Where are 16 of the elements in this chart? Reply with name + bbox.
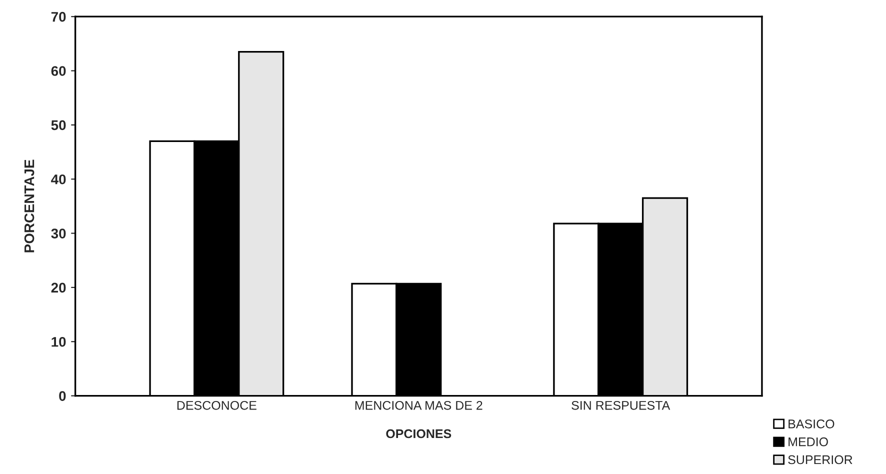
x-tick-label: DESCONOCE <box>177 400 256 410</box>
x-axis-title: OPCIONES <box>386 429 452 438</box>
y-tick-label: 20 <box>51 282 66 293</box>
y-tick-label: 60 <box>51 66 66 76</box>
y-axis-title: PORCENTAJE <box>24 160 34 252</box>
legend-label: SUPERIOR <box>788 455 852 464</box>
x-tick-label: SIN RESPUESTA <box>572 400 670 410</box>
y-tick-label: 70 <box>51 12 66 22</box>
y-tick-label: 50 <box>51 120 66 130</box>
y-tick-label: 0 <box>59 391 66 401</box>
y-tick-label: 30 <box>51 228 66 238</box>
legend-label: MEDIO <box>788 437 828 446</box>
y-tick-label: 10 <box>52 336 66 347</box>
x-tick-label: MENCIONA MAS DE 2 <box>355 400 482 410</box>
y-tick-label: 40 <box>51 174 66 184</box>
legend-label: BASICO <box>788 420 834 428</box>
